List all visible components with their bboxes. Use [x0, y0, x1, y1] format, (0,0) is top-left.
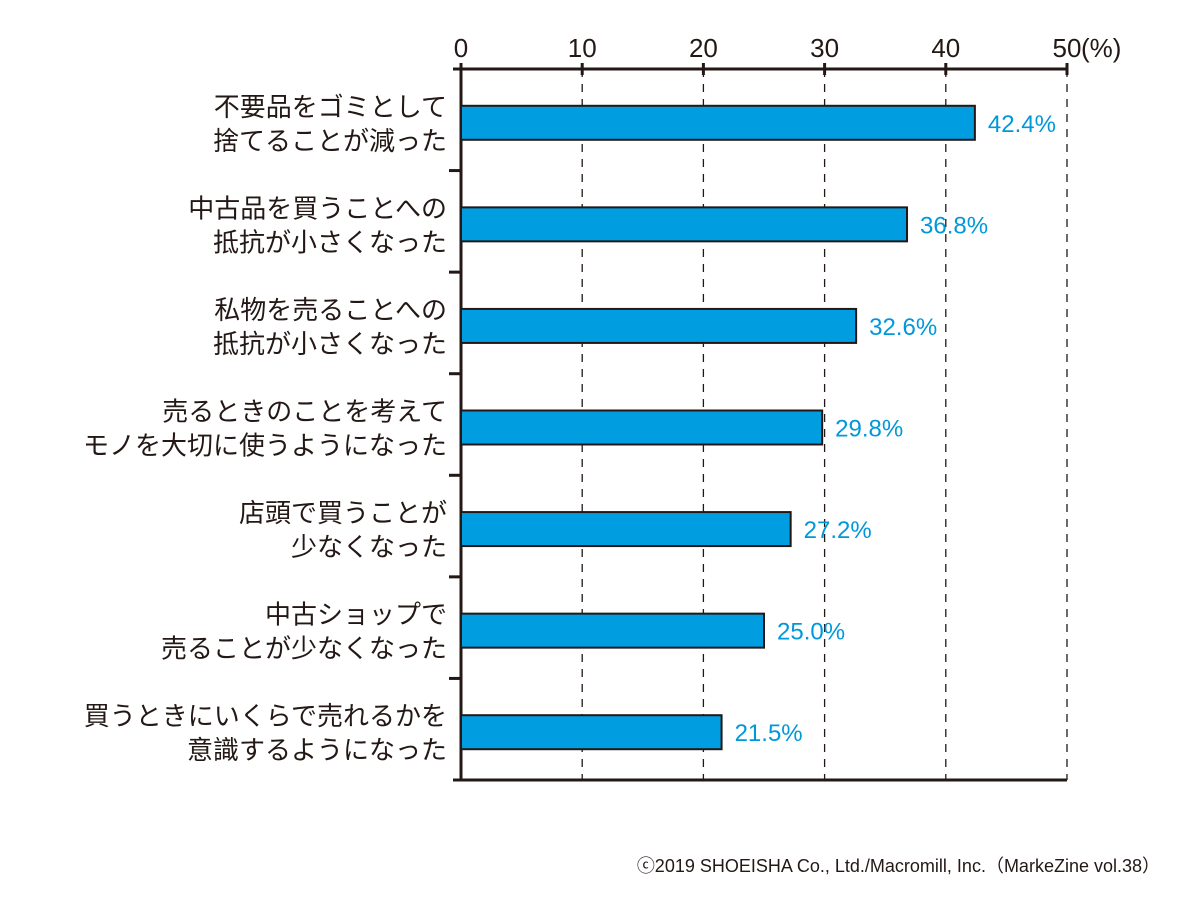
- category-label: 中古ショップで: [265, 601, 447, 631]
- category-label: 少なくなった: [291, 533, 447, 563]
- category-label: 私物を売ることへの: [214, 296, 447, 326]
- copyright-footer: ⓒ2019 SHOEISHA Co., Ltd./Macromill, Inc.…: [636, 856, 1160, 876]
- x-tick-label: 0: [454, 33, 468, 63]
- category-label: 意識するようになった: [187, 736, 447, 766]
- data-label: 27.2%: [804, 517, 872, 544]
- bar: [460, 511, 792, 548]
- data-label: 36.8%: [920, 212, 988, 239]
- bar: [460, 206, 909, 243]
- category-label: モノを大切に使うようになった: [83, 432, 447, 462]
- category-label: 抵抗が小さくなった: [213, 228, 447, 258]
- category-label: 中古品を買うことへの: [188, 194, 447, 224]
- x-tick-label: 40: [931, 33, 960, 63]
- bar: [460, 409, 824, 446]
- bar: [460, 714, 723, 751]
- data-label: 25.0%: [777, 619, 845, 646]
- x-tick-label: 10: [568, 33, 597, 63]
- data-label: 32.6%: [869, 314, 937, 341]
- data-label: 29.8%: [835, 416, 903, 443]
- category-label: 店頭で買うことが: [239, 499, 447, 529]
- x-tick-label: 30: [810, 33, 839, 63]
- category-label: 売るときのことを考えて: [162, 398, 447, 428]
- category-label: 不要品をゴミとして: [214, 93, 447, 123]
- category-label: 捨てることが減った: [213, 127, 447, 157]
- category-label: 売ることが少なくなった: [161, 635, 447, 665]
- category-label: 抵抗が小さくなった: [213, 330, 447, 360]
- data-label: 42.4%: [988, 111, 1056, 138]
- category-label: 買うときにいくらで売れるかを: [84, 702, 447, 732]
- bar: [460, 307, 858, 344]
- x-tick-label: 50: [1053, 33, 1082, 63]
- bar: [460, 104, 976, 141]
- unit-label: (%): [1081, 33, 1121, 63]
- bar: [460, 612, 765, 649]
- x-tick-label: 20: [689, 33, 718, 63]
- data-label: 21.5%: [735, 720, 803, 747]
